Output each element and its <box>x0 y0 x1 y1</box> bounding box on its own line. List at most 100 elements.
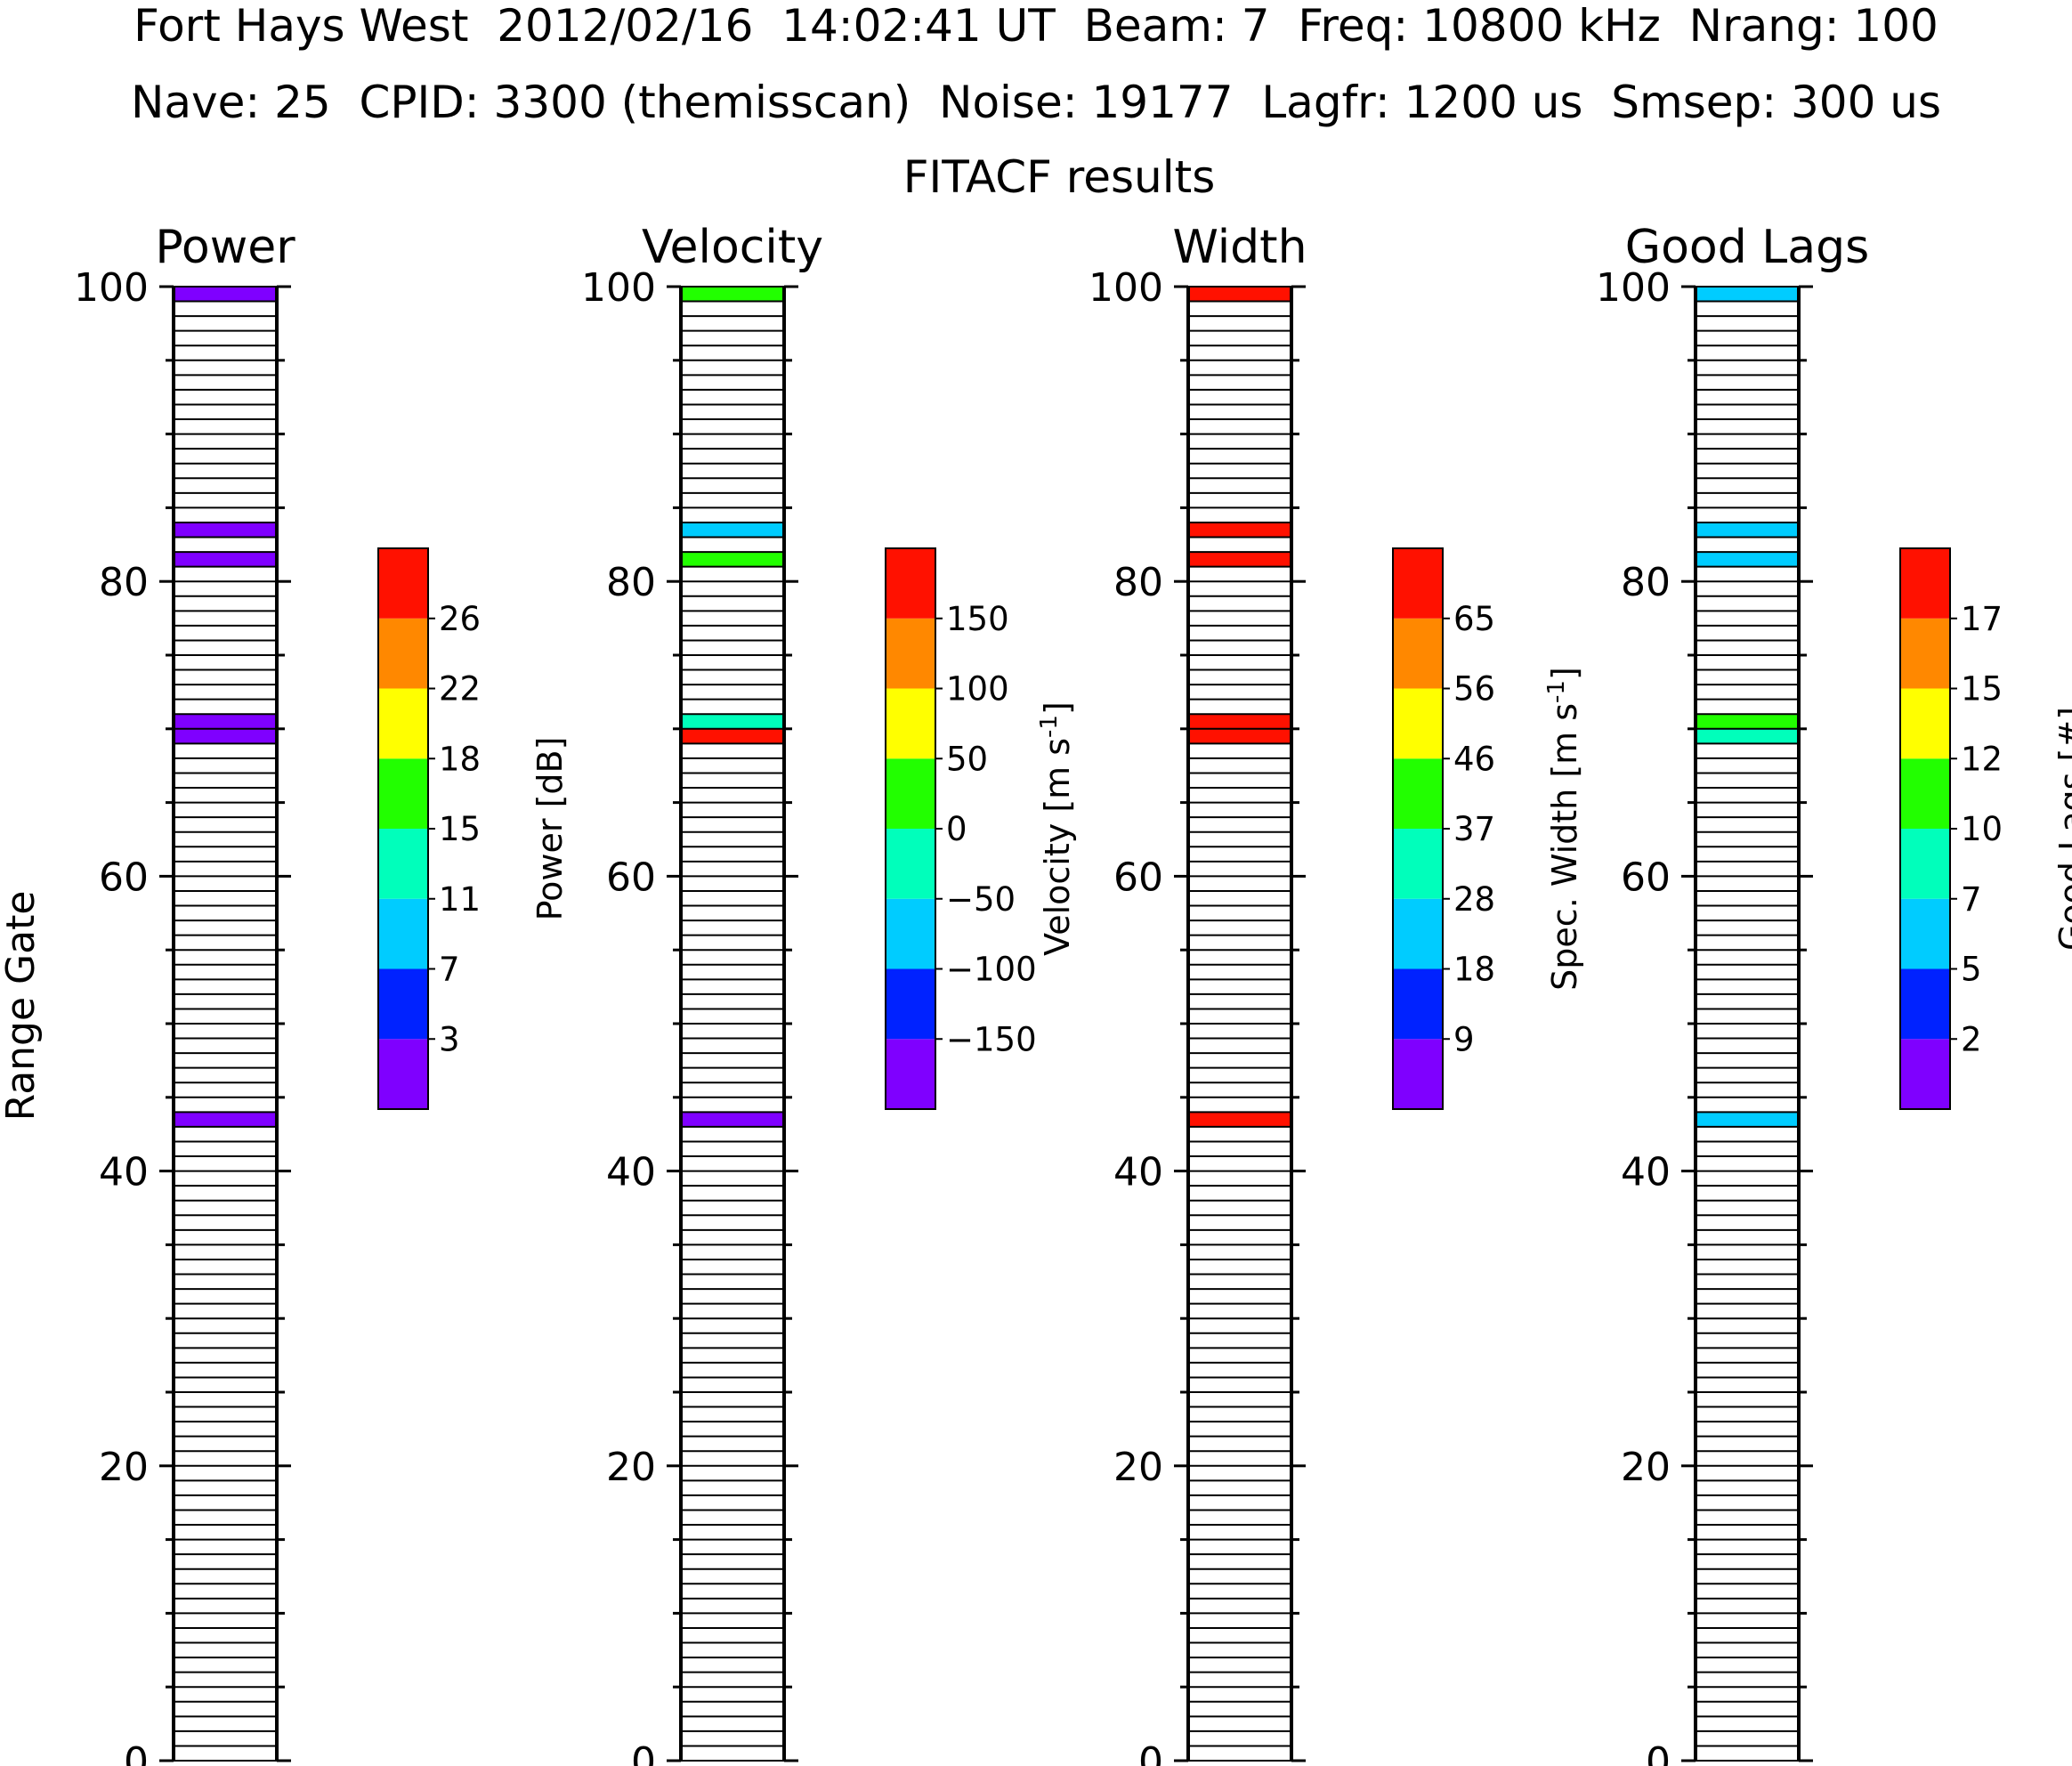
colorbar-bin <box>378 688 428 759</box>
colorbar-bin <box>1393 618 1443 689</box>
y-tick-label: 20 <box>1113 1445 1163 1490</box>
gate-cell-99 <box>174 287 277 302</box>
colorbar-bin <box>1393 968 1443 1040</box>
colorbar-bin <box>1393 898 1443 969</box>
y-tick-label: 80 <box>606 560 656 605</box>
colorbar-bin <box>1393 548 1443 619</box>
colorbar-bin <box>378 898 428 969</box>
gate-cell-43 <box>1188 1112 1291 1127</box>
gate-cell-81 <box>1696 552 1799 567</box>
colorbar-bin <box>1900 548 1950 619</box>
y-tick-label: 0 <box>631 1739 656 1766</box>
y-tick-label: 20 <box>1621 1445 1671 1490</box>
gate-cell-69 <box>1696 728 1799 744</box>
y-tick-label: 20 <box>606 1445 656 1490</box>
colorbar-tick-label: 22 <box>439 670 481 709</box>
y-tick-label: 0 <box>1138 1739 1163 1766</box>
header-line-2: Nave: 25 CPID: 3300 (themisscan) Noise: … <box>131 77 1941 128</box>
y-axis-label: Range Gate <box>0 891 44 1122</box>
panel-title: Width <box>1172 221 1307 274</box>
colorbar-tick-label: 100 <box>946 670 1009 709</box>
colorbar-tick-label: 3 <box>439 1020 460 1058</box>
panel-width: Width 0 20 40 60 80 100 9 18 28 37 46 56 65 Spec. Widt… <box>1089 221 1584 1766</box>
colorbar-tick-label: 15 <box>439 810 481 848</box>
y-tick-label: 0 <box>124 1739 149 1766</box>
colorbar-tick-label: −50 <box>946 880 1016 919</box>
y-tick-label: 100 <box>1596 265 1671 311</box>
y-tick-label: 80 <box>1113 560 1163 605</box>
gate-cell-43 <box>174 1112 277 1127</box>
panel-power: Power 0 20 40 60 80 100 3 7 11 15 18 22 26 Power [dB] <box>74 221 570 1766</box>
gate-cell-83 <box>681 522 784 538</box>
gate-cell-81 <box>681 552 784 567</box>
colorbar-bin <box>1900 618 1950 689</box>
colorbar-bin <box>886 548 935 619</box>
gate-cell-69 <box>1188 728 1291 744</box>
colorbar-bin <box>886 1039 935 1109</box>
colorbar-bin <box>1900 968 1950 1040</box>
panel-good-lags: Good Lags 0 20 40 60 80 100 2 5 7 10 12 15 17 Good Lag… <box>1596 221 2072 1766</box>
colorbar-tick-label: 56 <box>1453 670 1495 709</box>
colorbar-tick-label: 11 <box>439 880 481 919</box>
colorbar-tick-label: 37 <box>1453 810 1495 848</box>
gate-cell-43 <box>1696 1112 1799 1127</box>
gate-cell-70 <box>1696 714 1799 729</box>
gate-cell-99 <box>1696 287 1799 302</box>
gate-cell-70 <box>1188 714 1291 729</box>
y-tick-label: 100 <box>1089 265 1163 311</box>
colorbar-bin <box>1393 758 1443 829</box>
y-tick-label: 20 <box>99 1445 149 1490</box>
colorbar-bin <box>886 688 935 759</box>
colorbar-tick-label: 26 <box>439 600 481 638</box>
y-tick-label: 40 <box>99 1150 149 1195</box>
panel-title: Velocity <box>642 221 823 274</box>
colorbar-label: Spec. Width [m s-1] <box>1543 667 1584 991</box>
gate-cell-69 <box>174 728 277 744</box>
colorbar-bin <box>378 548 428 619</box>
y-tick-label: 40 <box>1113 1150 1163 1195</box>
colorbar-bin <box>378 758 428 829</box>
colorbar-tick-label: −150 <box>946 1020 1037 1058</box>
gate-cell-69 <box>681 728 784 744</box>
colorbar-tick-label: 5 <box>1961 951 1982 989</box>
y-tick-label: 60 <box>1113 855 1163 900</box>
gate-cell-81 <box>174 552 277 567</box>
colorbar-tick-label: 12 <box>1961 740 2003 778</box>
gate-cell-81 <box>1188 552 1291 567</box>
colorbar-tick-label: 65 <box>1453 600 1495 638</box>
gate-cell-99 <box>681 287 784 302</box>
colorbar-tick-label: −100 <box>946 951 1037 989</box>
header-line-3: FITACF results <box>903 151 1216 203</box>
gate-cell-83 <box>174 522 277 538</box>
colorbar-bin <box>378 968 428 1040</box>
gate-cell-70 <box>681 714 784 729</box>
colorbar-label: Power [dB] <box>530 737 570 921</box>
colorbar-tick-label: 15 <box>1961 670 2003 709</box>
colorbar-bin <box>886 758 935 829</box>
colorbar-tick-label: 18 <box>1453 951 1495 989</box>
colorbar-bin <box>378 1039 428 1109</box>
colorbar-bin <box>1393 1039 1443 1109</box>
colorbar-bin <box>1900 688 1950 759</box>
panel-title: Power <box>155 221 295 274</box>
colorbar-tick-label: 0 <box>946 810 967 848</box>
colorbar-bin <box>1393 688 1443 759</box>
colorbar-tick-label: 46 <box>1453 740 1495 778</box>
colorbar-bin <box>886 898 935 969</box>
y-tick-label: 60 <box>99 855 149 900</box>
colorbar-tick-label: 18 <box>439 740 481 778</box>
colorbar-tick-label: 7 <box>439 951 460 989</box>
y-tick-label: 40 <box>1621 1150 1671 1195</box>
colorbar-label: Good Lags [#] <box>2052 707 2072 951</box>
colorbar-bin <box>1900 829 1950 899</box>
gate-cell-83 <box>1696 522 1799 538</box>
colorbar-bin <box>886 968 935 1040</box>
panel-velocity: Velocity 0 20 40 60 80 100 −150 −100 −50 0 50 100 150… <box>581 221 1077 1766</box>
y-tick-label: 40 <box>606 1150 656 1195</box>
colorbar-tick-label: 150 <box>946 600 1009 638</box>
panel-title: Good Lags <box>1625 221 1869 274</box>
colorbar-label: Velocity [m s-1] <box>1036 701 1077 956</box>
y-tick-label: 100 <box>74 265 149 311</box>
colorbar-tick-label: 10 <box>1961 810 2003 848</box>
